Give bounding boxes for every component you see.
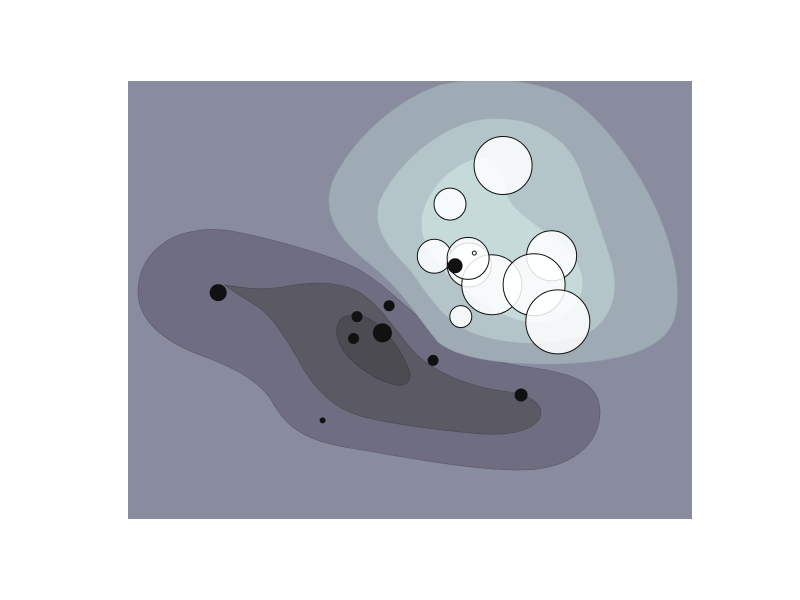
data-point-series1-3 [416, 238, 452, 274]
plot-area [128, 81, 692, 519]
data-point-series1-9 [525, 289, 591, 355]
contour-level-negative-3 [336, 314, 411, 386]
data-point-series2-2 [383, 300, 395, 312]
data-point-series2-3 [351, 311, 363, 323]
data-point-series2-4 [372, 323, 392, 343]
data-point-series1-10 [449, 305, 473, 329]
scatter-points [209, 136, 591, 424]
data-point-series2-9 [447, 258, 463, 274]
data-point-series2-7 [514, 388, 528, 402]
data-point-series1-1 [473, 136, 533, 195]
data-point-series2-6 [427, 354, 439, 366]
data-point-series2-8 [319, 417, 326, 424]
data-point-series1-2 [433, 187, 467, 221]
data-point-series2-1 [209, 284, 227, 302]
data-point-series1-11 [471, 250, 477, 256]
data-point-series2-5 [348, 333, 360, 344]
